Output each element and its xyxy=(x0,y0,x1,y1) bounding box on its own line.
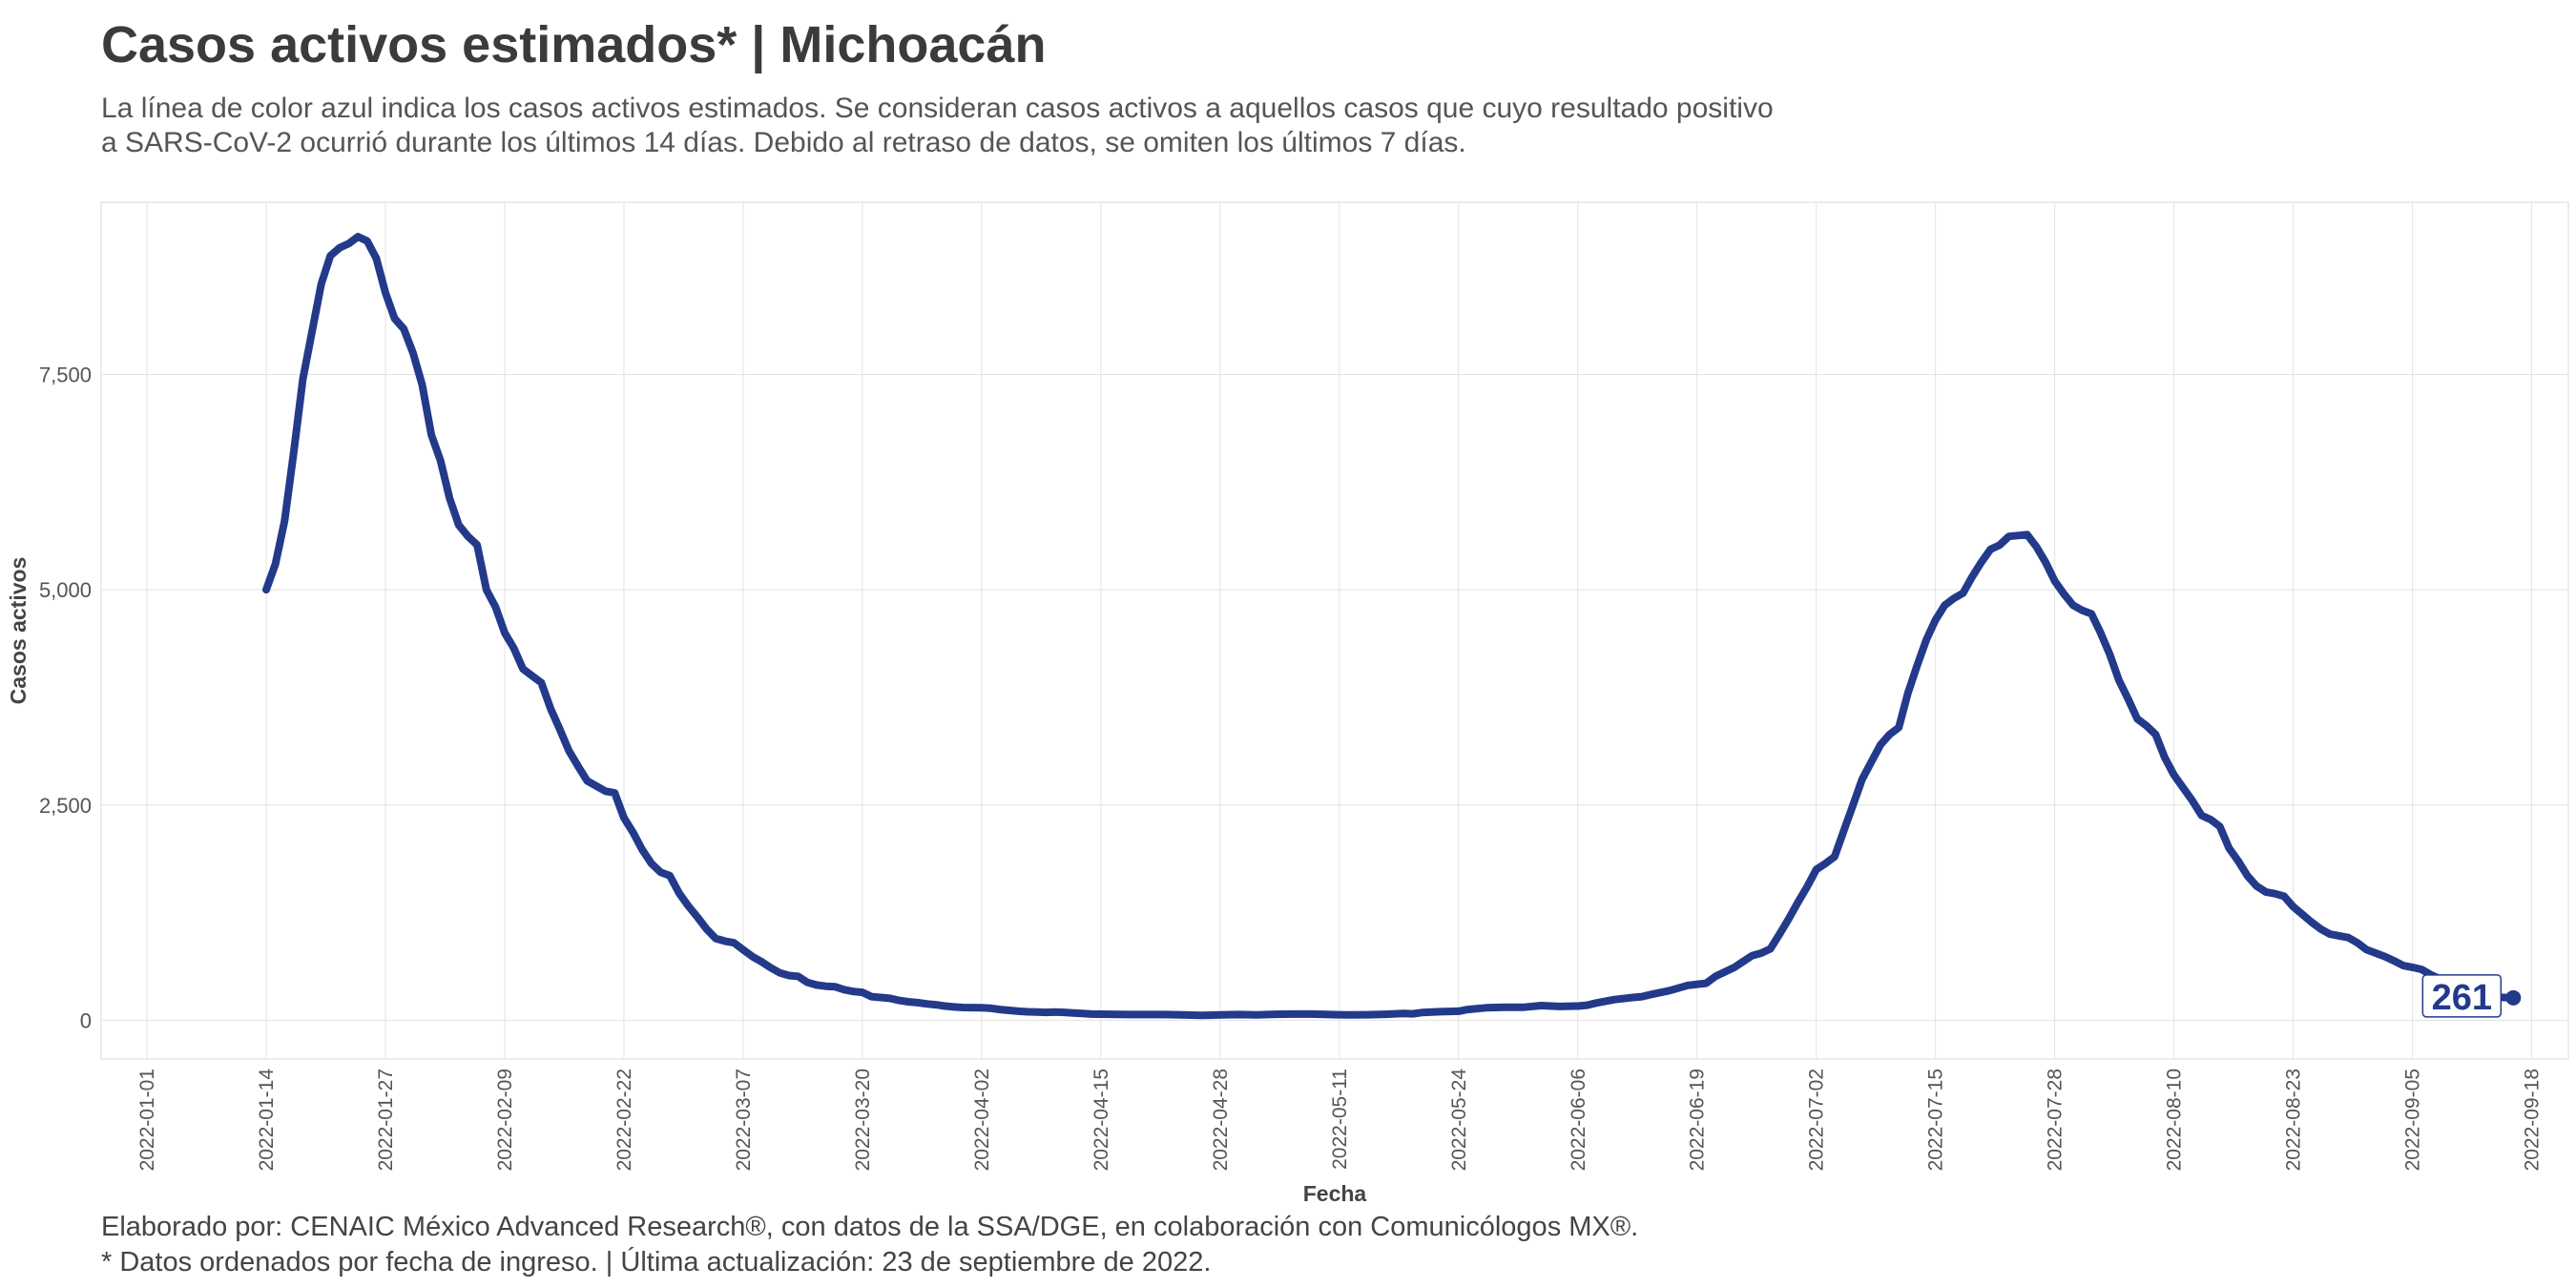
x-tick-label: 2022-07-28 xyxy=(2045,1069,2067,1171)
x-tick-label: 2022-02-22 xyxy=(613,1069,635,1171)
y-axis-ticks: 0 2,500 5,000 7,500 xyxy=(39,364,92,1033)
y-tick-label: 2,500 xyxy=(39,794,92,818)
series-end-point xyxy=(2505,989,2522,1006)
chart-title: Casos activos estimados* | Michoacán xyxy=(101,16,1047,73)
caption-line-1: Elaborado por: CENAIC México Advanced Re… xyxy=(101,1212,1639,1242)
subtitle-line-1: La línea de color azul indica los casos … xyxy=(101,93,1774,124)
x-tick-label: 2022-01-14 xyxy=(256,1069,278,1172)
x-axis-ticks: 2022-01-01 2022-01-14 2022-01-27 2022-02-09… xyxy=(136,1069,2543,1172)
y-tick-label: 0 xyxy=(80,1008,92,1032)
end-label-box xyxy=(2421,974,2503,1018)
y-axis-title: Casos activos xyxy=(6,557,31,705)
x-tick-label: 2022-04-15 xyxy=(1091,1069,1112,1171)
y-tick-label: 7,500 xyxy=(39,364,92,387)
plot-panel xyxy=(100,201,2569,1060)
x-tick-label: 2022-09-05 xyxy=(2402,1069,2424,1171)
x-tick-label: 2022-03-20 xyxy=(852,1069,874,1171)
x-tick-label: 2022-06-19 xyxy=(1687,1069,1709,1171)
chart-caption: Elaborado por: CENAIC México Advanced Re… xyxy=(101,1210,1638,1280)
x-tick-label: 2022-08-23 xyxy=(2283,1069,2305,1171)
x-tick-label: 2022-06-06 xyxy=(1568,1069,1589,1171)
x-tick-label: 2022-03-07 xyxy=(733,1069,755,1171)
x-tick-label: 2022-04-02 xyxy=(971,1069,993,1171)
chart-subtitle: La línea de color azul indica los casos … xyxy=(101,92,1914,160)
end-label-value: 261 xyxy=(2432,978,2492,1018)
x-tick-label: 2022-01-27 xyxy=(375,1069,397,1171)
x-tick-label: 2022-05-24 xyxy=(1448,1069,1470,1172)
grid-lines xyxy=(101,202,2568,1059)
x-tick-label: 2022-05-11 xyxy=(1329,1069,1351,1170)
caption-line-2: * Datos ordenados por fecha de ingreso. … xyxy=(101,1247,1212,1278)
x-tick-label: 2022-02-09 xyxy=(494,1069,516,1171)
x-tick-label: 2022-04-28 xyxy=(1210,1069,1232,1171)
x-axis-title: Fecha xyxy=(1303,1181,1367,1206)
x-tick-label: 2022-09-18 xyxy=(2522,1069,2544,1171)
y-tick-label: 5,000 xyxy=(39,578,92,602)
subtitle-line-2: a SARS-CoV-2 ocurrió durante los últimos… xyxy=(101,127,1466,158)
x-tick-label: 2022-01-01 xyxy=(136,1069,158,1171)
x-tick-label: 2022-08-10 xyxy=(2164,1069,2186,1171)
series-line-casos-activos xyxy=(262,233,2518,1020)
x-tick-label: 2022-07-15 xyxy=(1925,1069,1947,1171)
end-label-badge: 261 xyxy=(2421,974,2503,1018)
x-tick-label: 2022-07-02 xyxy=(1806,1069,1828,1171)
